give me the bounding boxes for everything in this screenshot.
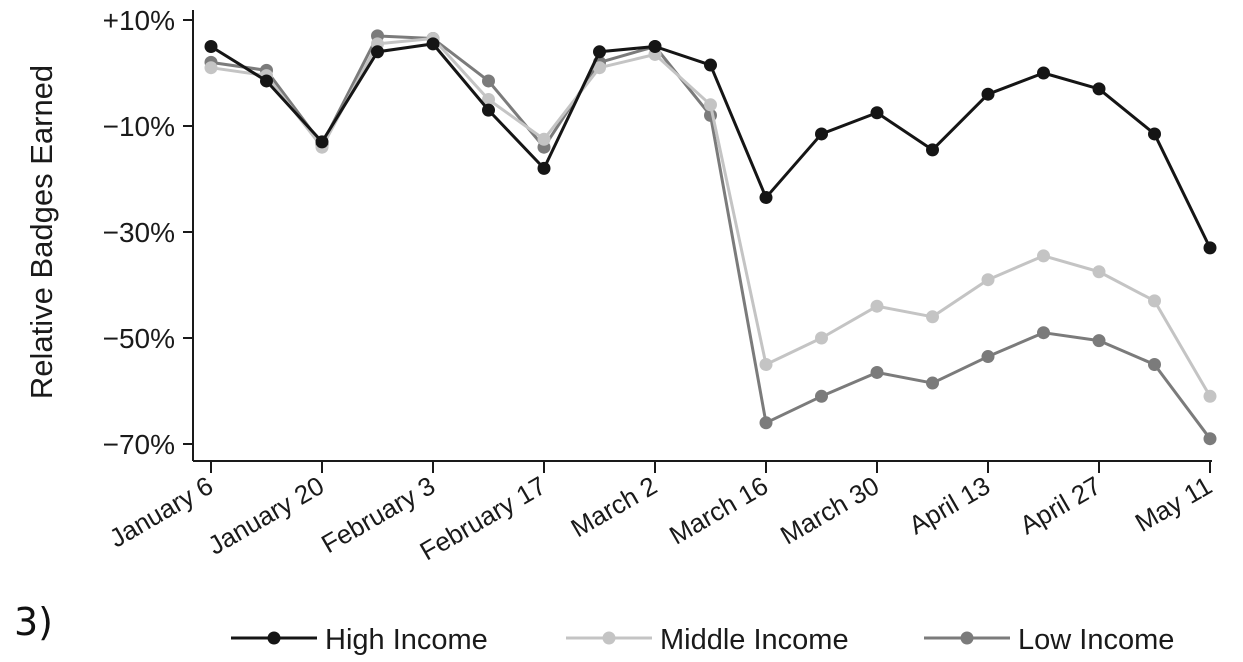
series-layer: [204, 29, 1217, 446]
data-point-high-income: [704, 58, 717, 72]
data-point-middle-income: [537, 132, 551, 146]
data-point-high-income: [815, 127, 828, 141]
series-line-middle-income: [210, 37, 1212, 398]
y-axis-label: Relative Badges Earned: [24, 65, 59, 399]
y-axis: +10% −10% −30% −50% −70%: [103, 5, 194, 461]
data-point-middle-income: [704, 98, 717, 112]
data-point-high-income: [1148, 127, 1161, 141]
data-point-high-income: [926, 143, 939, 157]
y-tick-label: −10%: [103, 111, 175, 142]
data-point-middle-income: [593, 61, 606, 75]
legend-label: Middle Income: [660, 624, 849, 656]
data-point-middle-income: [870, 299, 884, 313]
data-point-low-income: [870, 365, 884, 379]
data-point-low-income: [482, 74, 495, 88]
data-point-middle-income: [926, 310, 939, 324]
data-point-high-income: [315, 135, 329, 149]
x-tick-label: January 6: [104, 470, 218, 553]
data-point-high-income: [648, 40, 662, 53]
data-point-low-income: [759, 416, 773, 430]
data-point-low-income: [1203, 432, 1217, 446]
data-point-high-income: [759, 191, 773, 205]
data-point-middle-income: [482, 93, 495, 106]
data-point-high-income: [1092, 82, 1106, 96]
legend-label: Low Income: [1018, 624, 1174, 656]
data-point-low-income: [1037, 326, 1050, 340]
data-point-low-income: [926, 376, 939, 390]
data-point-high-income: [537, 161, 551, 175]
x-tick-label: March 2: [566, 470, 662, 543]
data-point-low-income: [815, 389, 828, 403]
x-tick-label: March 16: [664, 470, 773, 550]
data-point-high-income: [260, 74, 273, 88]
legend-item-middle-income: Middle Income: [566, 624, 849, 656]
legend-swatch-marker: [267, 631, 281, 645]
y-tick-label: −30%: [103, 217, 175, 248]
data-point-high-income: [1037, 66, 1050, 80]
legend-swatch-marker: [602, 631, 616, 645]
data-point-high-income: [1203, 241, 1217, 255]
data-point-middle-income: [815, 331, 828, 345]
data-point-low-income: [981, 350, 995, 364]
series-line-low-income: [210, 34, 1212, 440]
series-low-income: [204, 29, 1217, 446]
x-tick-label: February 17: [415, 470, 551, 566]
x-tick-label: April 13: [904, 470, 995, 540]
data-point-middle-income: [1148, 294, 1161, 308]
data-point-high-income: [426, 37, 440, 51]
data-point-high-income: [870, 106, 884, 120]
data-point-middle-income: [981, 273, 995, 287]
legend-swatch-marker: [960, 631, 974, 645]
x-tick-label: March 30: [775, 470, 884, 550]
legend-item-high-income: High Income: [231, 624, 488, 656]
x-tick-label: April 27: [1015, 470, 1106, 540]
legend-label: High Income: [325, 624, 488, 656]
data-point-high-income: [371, 45, 384, 59]
series-high-income: [204, 37, 1217, 255]
x-tick-label: January 20: [203, 470, 329, 560]
data-point-middle-income: [1203, 389, 1217, 403]
y-tick-label: −50%: [103, 323, 175, 354]
data-point-high-income: [981, 87, 995, 101]
y-tick-label: +10%: [103, 5, 175, 36]
data-point-high-income: [593, 45, 606, 59]
data-point-high-income: [204, 40, 218, 53]
data-point-low-income: [1092, 334, 1106, 348]
y-tick-label: −70%: [103, 429, 175, 460]
data-point-middle-income: [759, 358, 773, 371]
data-point-middle-income: [1092, 265, 1106, 279]
data-point-middle-income: [1037, 249, 1050, 263]
data-point-middle-income: [204, 61, 218, 75]
legend-item-low-income: Low Income: [924, 624, 1174, 656]
panel-label: 3): [14, 600, 54, 644]
legend: High Income Middle Income Low Income: [231, 624, 1174, 656]
x-tick-label: May 11: [1130, 470, 1217, 538]
data-point-high-income: [482, 103, 495, 117]
data-point-low-income: [1148, 358, 1161, 371]
